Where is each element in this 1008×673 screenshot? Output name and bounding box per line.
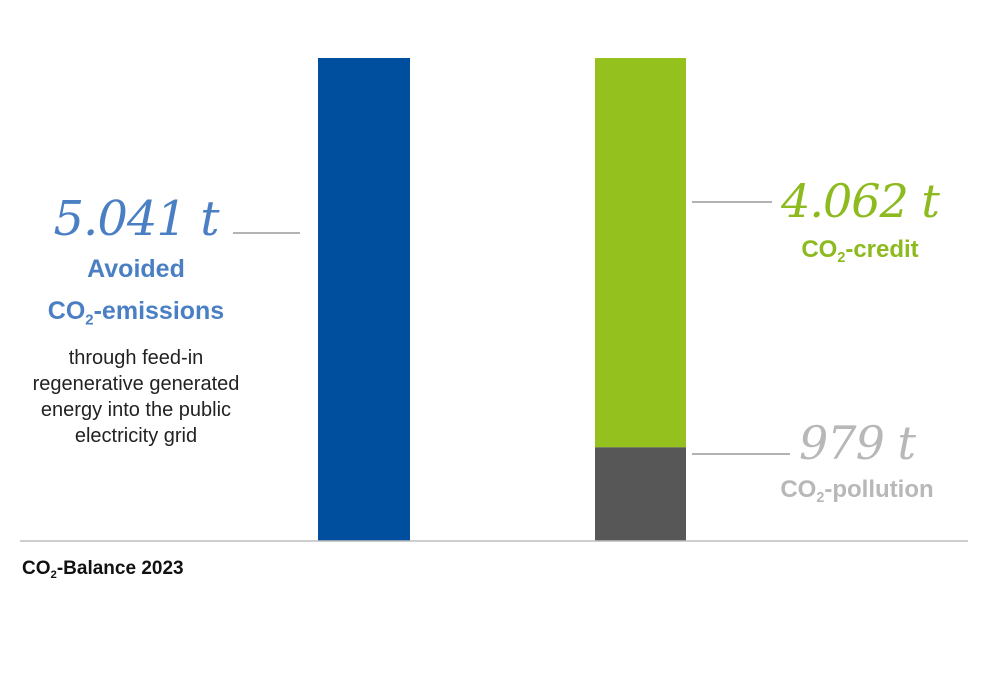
footer-subscript: 2 (50, 568, 57, 581)
pollution-subscript: 2 (816, 490, 825, 507)
avoided-value-label: 5.041 t (53, 191, 220, 247)
avoided-subscript: 2 (85, 311, 94, 329)
bars-group (318, 58, 686, 541)
credit-subscript: 2 (837, 250, 846, 267)
avoided-emissions-text: -emissions (93, 297, 225, 325)
footer-balance-text: -Balance 2023 (56, 558, 184, 579)
bar-balance-segment-1 (595, 58, 686, 448)
avoided-title-line2: CO2-emissions (18, 290, 254, 341)
credit-label: CO2-credit (760, 232, 960, 276)
pollution-annotation: 979 t CO2-pollution (752, 413, 962, 515)
avoided-description: through feed-in regenerative generated e… (32, 347, 240, 448)
pollution-text: -pollution (824, 476, 934, 503)
credit-text: -credit (845, 236, 919, 263)
avoided-title-line1: Avoided (87, 255, 185, 283)
credit-co-text: CO (801, 236, 838, 263)
avoided-co-text: CO (47, 297, 86, 325)
avoided-annotation: 5.041 t Avoided CO2-emissions through fe… (18, 190, 254, 449)
footer-co-text: CO (22, 558, 51, 579)
chart-footer-title: CO2-Balance 2023 (22, 558, 184, 581)
credit-value-label: 4.062 t (781, 174, 940, 228)
pollution-co-text: CO (780, 476, 817, 503)
bar-balance-segment-0 (595, 447, 686, 541)
pollution-value-label: 979 t (799, 416, 916, 470)
bar-avoided-emissions-segment-0 (318, 58, 410, 541)
pollution-label: CO2-pollution (752, 473, 962, 515)
credit-annotation: 4.062 t CO2-credit (760, 170, 960, 276)
